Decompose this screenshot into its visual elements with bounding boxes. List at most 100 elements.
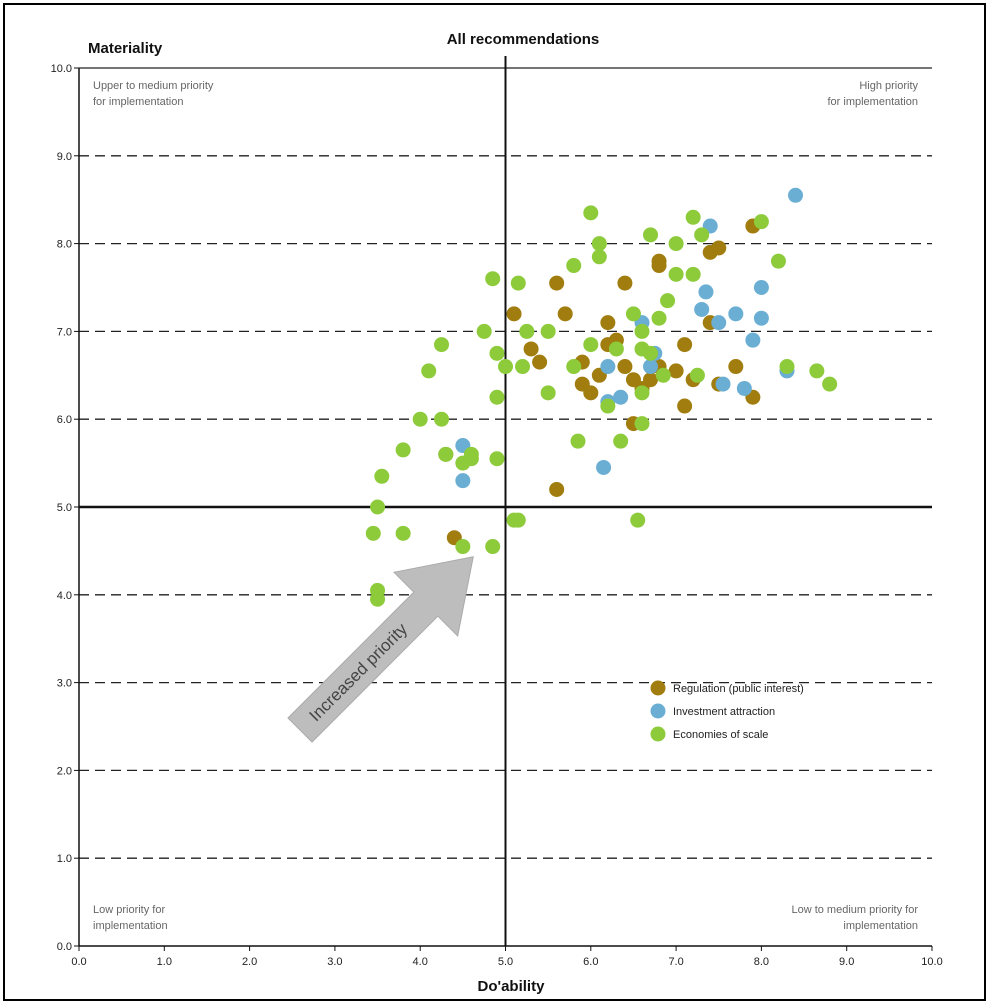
data-point <box>625 306 641 322</box>
data-point <box>613 433 629 449</box>
x-tick-label: 5.0 <box>498 956 513 968</box>
data-point <box>510 275 526 291</box>
data-point <box>549 481 565 497</box>
data-point <box>455 539 471 555</box>
x-tick-label: 9.0 <box>839 956 854 968</box>
x-tick-label: 4.0 <box>413 956 428 968</box>
data-point <box>570 433 586 449</box>
data-point <box>485 539 501 555</box>
y-tick-label: 10.0 <box>51 63 72 75</box>
data-point <box>519 323 535 339</box>
quadrant-label-bottom-left: Low priority for implementation <box>93 904 168 932</box>
data-point <box>643 359 659 375</box>
legend-marker <box>650 726 666 742</box>
svg-text:Low to medium priority for: Low to medium priority for <box>791 904 918 916</box>
data-point <box>608 341 624 357</box>
series-0 <box>438 218 761 546</box>
data-point <box>809 363 825 379</box>
data-point <box>600 315 616 331</box>
data-point <box>689 367 705 383</box>
y-tick-label: 0.0 <box>57 941 72 953</box>
data-point <box>540 323 556 339</box>
data-point <box>694 227 710 243</box>
series-1 <box>455 187 804 489</box>
data-point <box>591 236 607 252</box>
data-point <box>668 363 684 379</box>
legend-label: Investment attraction <box>673 706 775 718</box>
x-tick-label: 6.0 <box>583 956 598 968</box>
y-tick-labels: 0.0 1.0 2.0 3.0 4.0 5.0 6.0 7.0 8.0 9.0 10.0 <box>51 63 79 953</box>
data-point <box>660 293 676 309</box>
data-point <box>745 332 761 348</box>
data-point <box>715 376 731 392</box>
data-point <box>651 310 667 326</box>
arrow-shape <box>287 556 474 743</box>
data-point <box>630 512 646 528</box>
x-tick-label: 1.0 <box>157 956 172 968</box>
data-point <box>779 359 795 375</box>
data-point <box>711 315 727 331</box>
data-point <box>600 359 616 375</box>
svg-text:Low priority for: Low priority for <box>93 904 165 916</box>
data-point <box>370 499 386 515</box>
data-point <box>510 512 526 528</box>
data-point <box>685 266 701 282</box>
svg-text:for implementation: for implementation <box>93 96 184 108</box>
data-point <box>489 389 505 405</box>
quadrant-label-bottom-right: Low to medium priority for implementatio… <box>791 904 918 932</box>
legend-marker <box>650 680 666 696</box>
data-point <box>566 359 582 375</box>
series-2 <box>365 205 838 607</box>
data-point <box>617 359 633 375</box>
data-point <box>694 301 710 317</box>
data-point <box>753 280 769 295</box>
data-point <box>788 187 804 203</box>
data-point <box>506 306 522 322</box>
data-point <box>395 442 411 458</box>
legend: Regulation (public interest) Investment a… <box>650 680 804 742</box>
data-point <box>736 380 752 396</box>
data-point <box>591 249 607 265</box>
data-point <box>596 459 612 475</box>
data-point <box>434 337 450 353</box>
data-point <box>498 359 513 375</box>
data-point <box>583 205 599 221</box>
y-tick-label: 2.0 <box>57 765 72 777</box>
data-point <box>753 214 769 230</box>
quadrant-label-top-left: Upper to medium priority for implementat… <box>93 80 214 108</box>
y-tick-label: 4.0 <box>57 590 72 602</box>
data-point <box>643 227 659 243</box>
data-point <box>515 359 531 375</box>
data-point <box>770 253 786 269</box>
data-point <box>365 525 381 541</box>
data-point <box>489 345 505 361</box>
x-tick-label: 3.0 <box>327 956 342 968</box>
gridlines <box>79 67 932 859</box>
y-tick-label: 9.0 <box>57 151 72 163</box>
data-point <box>668 236 684 252</box>
svg-text:implementation: implementation <box>843 920 918 932</box>
data-point <box>728 359 744 375</box>
data-point <box>617 275 633 291</box>
data-point <box>668 266 684 282</box>
data-point <box>634 385 650 401</box>
svg-text:for implementation: for implementation <box>828 96 919 108</box>
x-axis-label: Do'ability <box>478 978 546 995</box>
data-point <box>434 411 450 427</box>
svg-text:High priority: High priority <box>859 80 918 92</box>
data-point <box>438 446 454 462</box>
legend-marker <box>650 703 666 719</box>
y-tick-label: 5.0 <box>57 502 72 514</box>
legend-label: Economies of scale <box>673 729 768 741</box>
data-point <box>463 451 479 467</box>
y-tick-label: 1.0 <box>57 853 72 865</box>
x-tick-label: 7.0 <box>668 956 683 968</box>
x-tick-labels: 0.0 1.0 2.0 3.0 4.0 5.0 6.0 7.0 8.0 9.0 10.0 <box>71 946 943 968</box>
increased-priority-arrow: Increased priority <box>287 556 474 743</box>
data-point <box>557 306 573 322</box>
data-point <box>455 473 471 489</box>
data-point <box>540 385 556 401</box>
chart-title: All recommendations <box>447 31 600 48</box>
data-point <box>412 411 428 427</box>
